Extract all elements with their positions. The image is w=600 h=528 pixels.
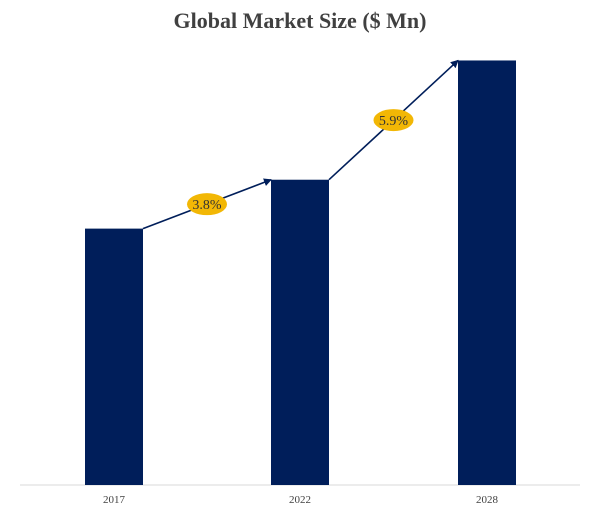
x-tick-label: 2028 <box>476 494 499 506</box>
x-tick-label: 2017 <box>103 494 126 506</box>
bar-2022 <box>271 179 329 485</box>
cagr-badge <box>373 109 414 132</box>
cagr-badge <box>187 193 227 216</box>
bar-2017 <box>85 228 143 486</box>
bar-2028 <box>458 60 516 485</box>
chart-title: Global Market Size ($ Mn) <box>173 8 427 33</box>
x-tick-label: 2022 <box>289 494 311 506</box>
cagr-label: 5.9% <box>379 114 409 129</box>
cagr-label: 3.8% <box>192 198 222 213</box>
